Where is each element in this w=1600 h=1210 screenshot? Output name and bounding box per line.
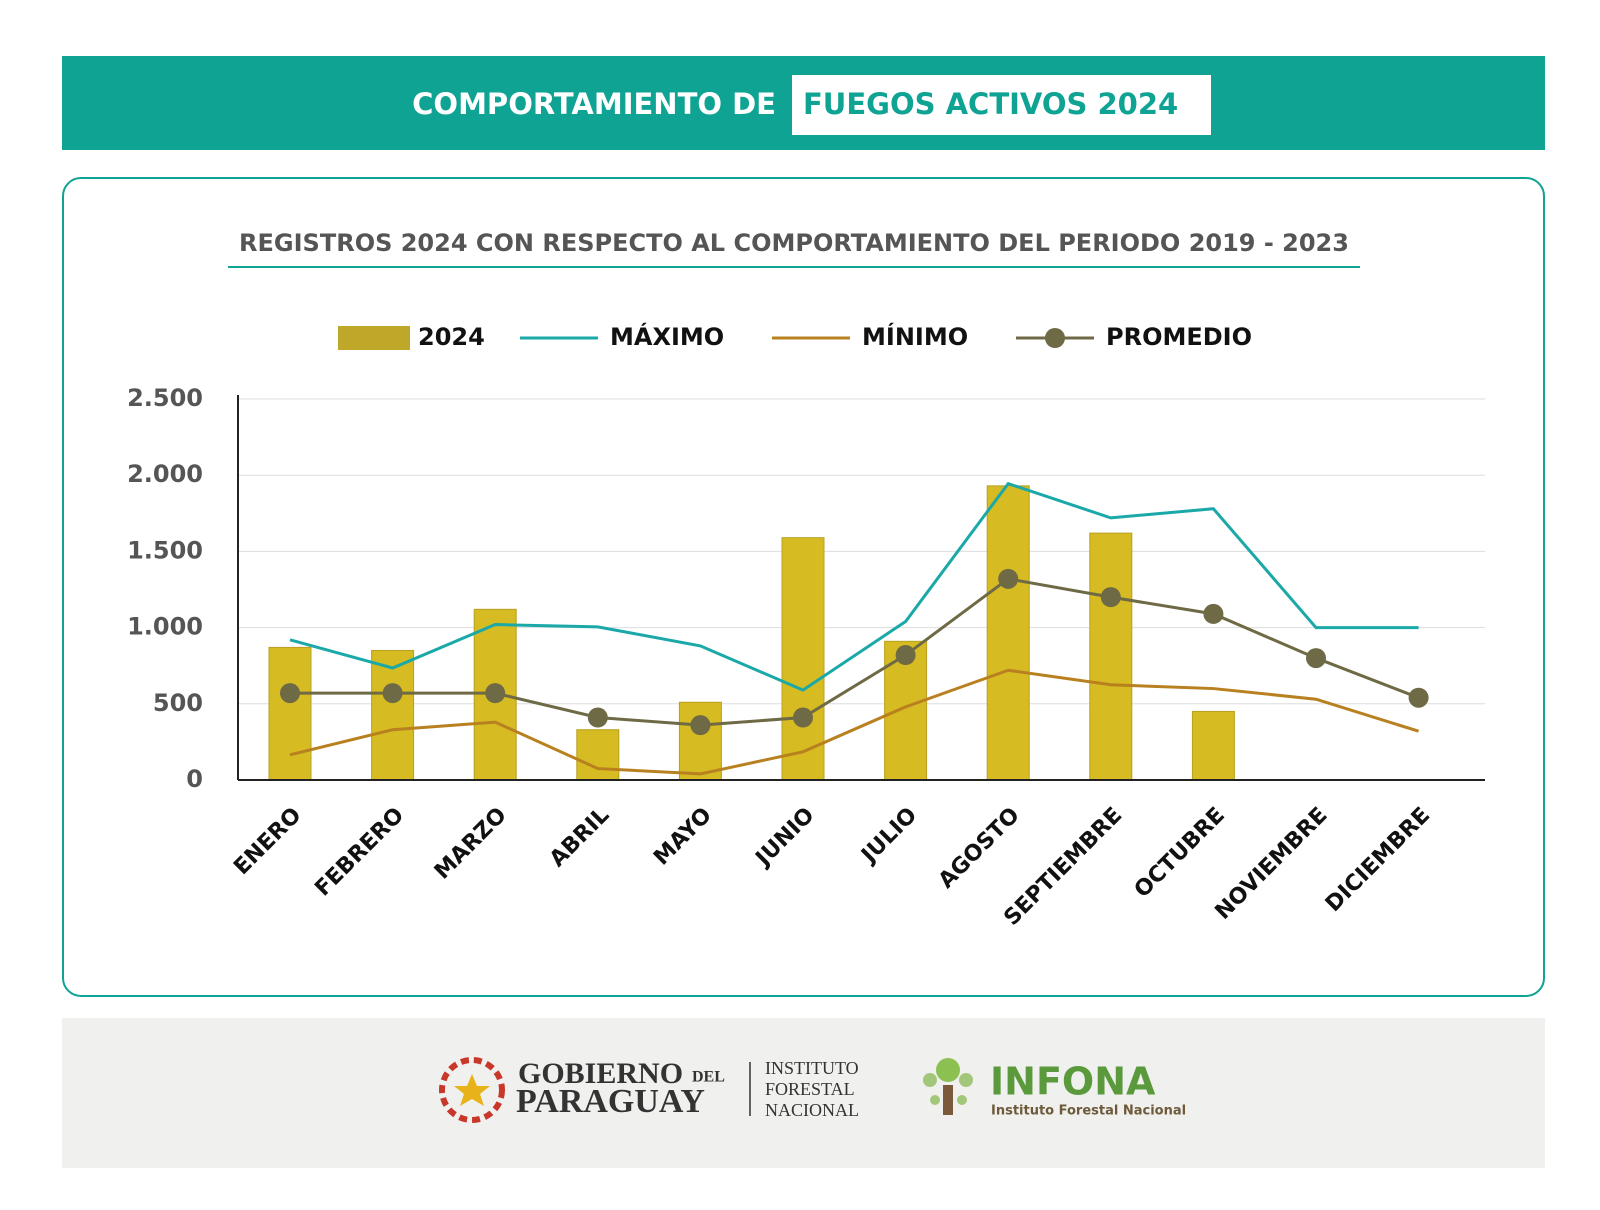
marker xyxy=(1306,648,1326,669)
line xyxy=(290,577,1420,727)
gov-text: DEL xyxy=(692,1069,725,1086)
bar xyxy=(986,485,1030,781)
wreath xyxy=(439,1057,505,1123)
chart-title: REGISTROS 2024 CON RESPECTO AL COMPORTAM… xyxy=(239,229,1349,257)
marker xyxy=(1408,687,1429,708)
leaf xyxy=(936,1058,960,1082)
y-tick-label: 2.000 xyxy=(127,460,203,488)
inst-text: NACIONAL xyxy=(765,1100,859,1120)
y-tick-label: 2.500 xyxy=(127,384,203,412)
line xyxy=(289,481,1419,692)
marker xyxy=(793,707,813,728)
marker xyxy=(280,683,300,704)
infona-logo xyxy=(923,1058,973,1115)
bar xyxy=(1089,532,1133,781)
infona-text: INFONA xyxy=(990,1060,1156,1104)
bar xyxy=(1191,710,1235,781)
marker xyxy=(382,683,403,704)
gov-logo xyxy=(439,1057,505,1123)
marker xyxy=(485,683,506,704)
gov-text: PARAGUAY xyxy=(516,1083,705,1120)
header-box xyxy=(792,75,1211,135)
bar xyxy=(678,701,722,781)
line xyxy=(289,668,1420,776)
legend-label: MÍNIMO xyxy=(862,322,968,351)
leaf xyxy=(957,1095,967,1105)
leaf xyxy=(923,1073,937,1087)
legend-marker xyxy=(1045,328,1065,348)
gov-text: GOBIERNO xyxy=(518,1057,683,1090)
y-tick-label: 1.000 xyxy=(127,613,203,641)
inst-text: INSTITUTO xyxy=(765,1058,859,1078)
star xyxy=(454,1074,490,1106)
y-tick-label: 0 xyxy=(186,765,203,793)
marker xyxy=(998,568,1019,589)
marker xyxy=(690,715,711,736)
infona-sub: Instituto Forestal Nacional xyxy=(991,1104,1186,1119)
marker xyxy=(895,645,916,666)
y-tick-label: 1.500 xyxy=(127,536,203,564)
legend-label: PROMEDIO xyxy=(1106,323,1252,351)
leaf xyxy=(959,1073,973,1087)
trunk xyxy=(943,1085,953,1115)
footer-band xyxy=(62,1018,1545,1168)
bar xyxy=(371,649,415,781)
bar xyxy=(576,729,620,781)
bar xyxy=(268,646,312,781)
marker xyxy=(587,707,608,728)
legend-label: 2024 xyxy=(418,323,485,351)
header-title: FUEGOS ACTIVOS 2024 xyxy=(803,87,1178,121)
header-title: COMPORTAMIENTO DE xyxy=(412,87,776,121)
inst-text: FORESTAL xyxy=(765,1079,855,1099)
leaf xyxy=(930,1095,940,1105)
legend-swatch xyxy=(338,326,410,350)
bar xyxy=(781,537,825,781)
legend-label: MÁXIMO xyxy=(610,322,724,351)
y-tick-label: 500 xyxy=(153,689,203,717)
marker xyxy=(1100,587,1121,608)
marker xyxy=(1203,603,1224,624)
